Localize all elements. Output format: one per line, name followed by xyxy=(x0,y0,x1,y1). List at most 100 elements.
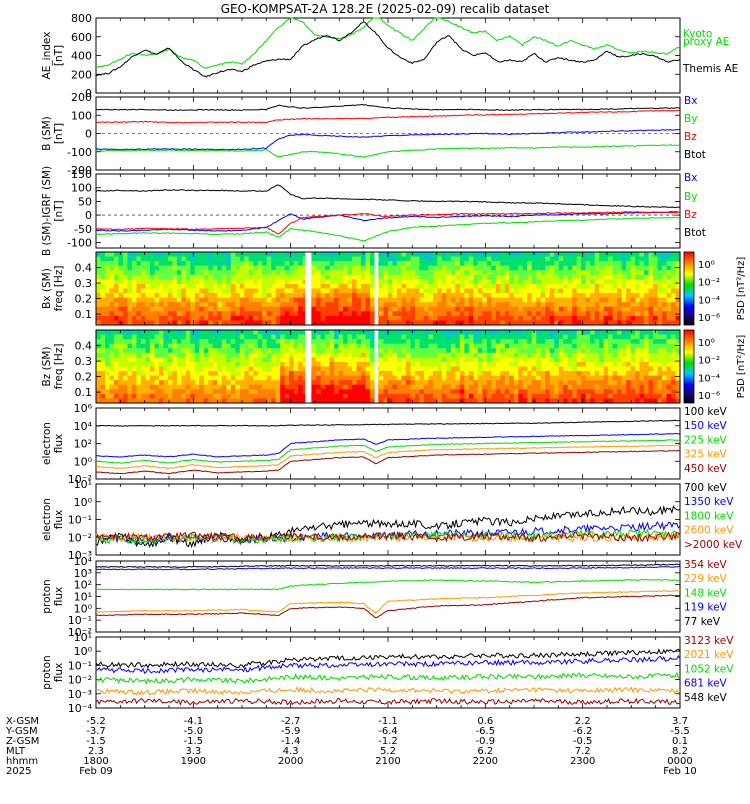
spectrogram-cell xyxy=(280,375,286,381)
spectrogram-cell xyxy=(603,297,609,303)
spectrogram-cell xyxy=(239,265,245,271)
spectrogram-cell xyxy=(275,265,281,271)
spectrogram-cell xyxy=(194,261,200,267)
spectrogram-cell xyxy=(253,283,259,289)
spectrogram-cell xyxy=(325,306,331,312)
spectrogram-cell xyxy=(558,265,564,271)
spectrogram-cell xyxy=(140,311,146,317)
spectrogram-cell xyxy=(545,389,551,395)
spectrogram-cell xyxy=(158,384,164,390)
spectrogram-cell xyxy=(136,375,142,381)
spectrogram-cell xyxy=(477,348,483,354)
spectrogram-cell xyxy=(343,283,349,289)
spectrogram-cell xyxy=(388,320,393,326)
spectrogram-cell xyxy=(576,357,582,363)
spectrogram-cell xyxy=(181,357,187,363)
spectrogram-cell xyxy=(446,293,452,299)
spectrogram-cell xyxy=(662,297,668,303)
spectrogram-cell xyxy=(302,274,308,280)
spectrogram-cell xyxy=(271,389,277,395)
spectrogram-cell xyxy=(626,302,632,308)
spectrogram-cell xyxy=(549,389,555,395)
spectrogram-cell xyxy=(536,279,542,285)
spectrogram-cell xyxy=(464,315,470,321)
spectrogram-cell xyxy=(370,389,376,395)
spectrogram-cell xyxy=(122,311,128,317)
spectrogram-cell xyxy=(626,334,632,340)
legend-label: 148 keV xyxy=(684,587,728,599)
spectrogram-cell xyxy=(563,270,569,276)
spectrogram-cell xyxy=(338,302,344,308)
spectrogram-cell xyxy=(648,265,654,271)
spectrogram-cell xyxy=(131,256,137,262)
spectrogram-cell xyxy=(414,380,420,386)
spectrogram-cell xyxy=(459,343,465,349)
spectrogram-cell xyxy=(163,375,169,381)
spectrogram-cell xyxy=(567,343,573,349)
spectrogram-cell xyxy=(401,279,407,285)
spectrogram-cell xyxy=(657,380,663,386)
spectrogram-cell xyxy=(491,339,497,345)
spectrogram-cell xyxy=(235,384,241,390)
spectrogram-cell xyxy=(271,375,277,381)
spectrogram-cell xyxy=(230,389,236,395)
spectrogram-cell xyxy=(356,375,362,381)
spectrogram-cell xyxy=(545,306,551,312)
spectrogram-cell xyxy=(653,265,659,271)
spectrogram-cell xyxy=(118,315,124,321)
spectrogram-cell xyxy=(401,393,407,399)
spectrogram-cell xyxy=(302,311,308,317)
spectrogram-cell xyxy=(518,252,524,258)
legend-label: 100 keV xyxy=(684,406,728,418)
spectrogram-cell xyxy=(194,389,200,395)
spectrogram-cell xyxy=(194,384,200,390)
spectrogram-cell xyxy=(280,339,286,345)
spectrogram-cell xyxy=(145,389,151,395)
spectrogram-cell xyxy=(540,375,546,381)
spectrogram-cell xyxy=(500,274,506,280)
spectrogram-cell xyxy=(131,398,137,404)
spectrogram-cell xyxy=(221,384,227,390)
spectrogram-cell xyxy=(181,366,187,372)
spectrogram-cell xyxy=(599,302,605,308)
spectrogram-cell xyxy=(671,352,677,358)
spectrogram-cell xyxy=(212,393,218,399)
spectrogram-cell xyxy=(549,265,555,271)
spectrogram-cell xyxy=(275,348,281,354)
spectrogram-cell xyxy=(167,261,173,267)
spectrogram-cell xyxy=(635,270,641,276)
spectrogram-cell xyxy=(194,334,200,340)
spectrogram-cell xyxy=(513,302,519,308)
spectrogram-cell xyxy=(531,302,537,308)
spectrogram-cell xyxy=(163,339,169,345)
spectrogram-cell xyxy=(271,352,277,358)
spectrogram-cell xyxy=(594,389,600,395)
spectrogram-cell xyxy=(96,384,101,390)
spectrogram-cell xyxy=(208,352,214,358)
spectrogram-cell xyxy=(675,339,681,345)
spectrogram-cell xyxy=(145,279,151,285)
spectrogram-cell xyxy=(118,371,124,377)
spectrogram-cell xyxy=(158,393,164,399)
spectrogram-cell xyxy=(145,384,151,390)
spectrogram-cell xyxy=(365,357,371,363)
spectrogram-cell xyxy=(334,252,340,258)
spectrogram-cell xyxy=(154,283,160,289)
spectrogram-cell xyxy=(140,256,146,262)
spectrogram-cell xyxy=(190,261,196,267)
spectrogram-cell xyxy=(644,352,650,358)
spectrogram-cell xyxy=(100,366,106,372)
spectrogram-cell xyxy=(585,398,591,404)
spectrogram-cell xyxy=(154,279,160,285)
spectrogram-cell xyxy=(338,306,344,312)
spectrogram-cell xyxy=(248,361,254,367)
spectrogram-cell xyxy=(185,279,191,285)
spectrogram-cell xyxy=(531,375,537,381)
spectrogram-cell xyxy=(253,261,259,267)
spectrogram-cell xyxy=(388,375,393,381)
spectrogram-cell xyxy=(464,334,470,340)
spectrogram-cell xyxy=(432,306,438,312)
spectrogram-cell xyxy=(491,270,497,276)
spectrogram-cell xyxy=(109,288,115,294)
spectrogram-cell xyxy=(432,393,438,399)
